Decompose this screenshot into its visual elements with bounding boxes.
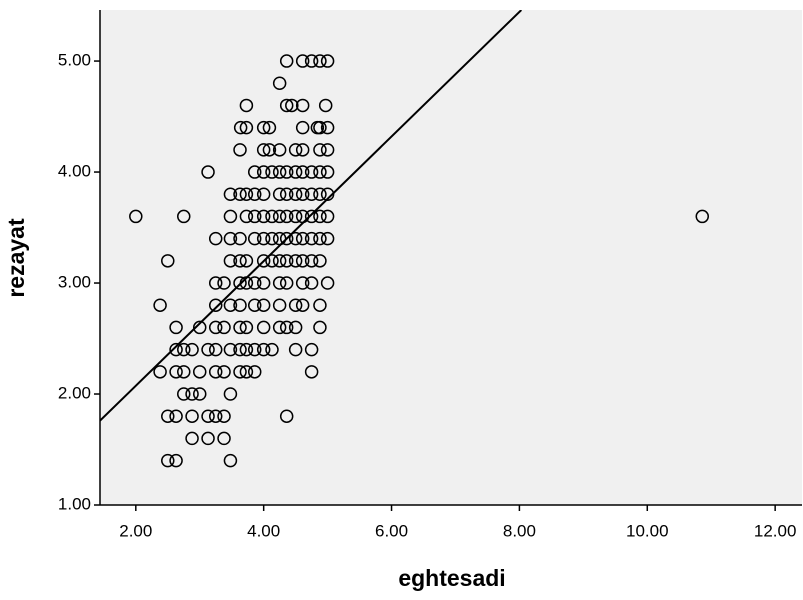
chart: eghtesadi rezayat 1.00 2.00 3.00 4.00 5.00 2.… — [0, 0, 803, 595]
x-tick-label: 12.00 — [754, 521, 797, 540]
x-axis-title: eghtesadi — [398, 565, 505, 591]
x-tick-label: 4.00 — [247, 521, 280, 540]
y-tick-label: 4.00 — [58, 162, 91, 181]
x-tick-label: 10.00 — [626, 521, 669, 540]
plot-area — [100, 10, 802, 505]
y-tick-label: 5.00 — [58, 51, 91, 70]
y-tick-label: 1.00 — [58, 494, 91, 513]
y-tick-label: 2.00 — [58, 383, 91, 402]
x-tick-label: 2.00 — [119, 521, 152, 540]
x-tick-label: 8.00 — [503, 521, 536, 540]
y-tick-label: 3.00 — [58, 273, 91, 292]
y-axis-title: rezayat — [3, 218, 29, 298]
x-tick-label: 6.00 — [375, 521, 408, 540]
page: eghtesadi rezayat 1.00 2.00 3.00 4.00 5.00 2.… — [0, 0, 803, 600]
